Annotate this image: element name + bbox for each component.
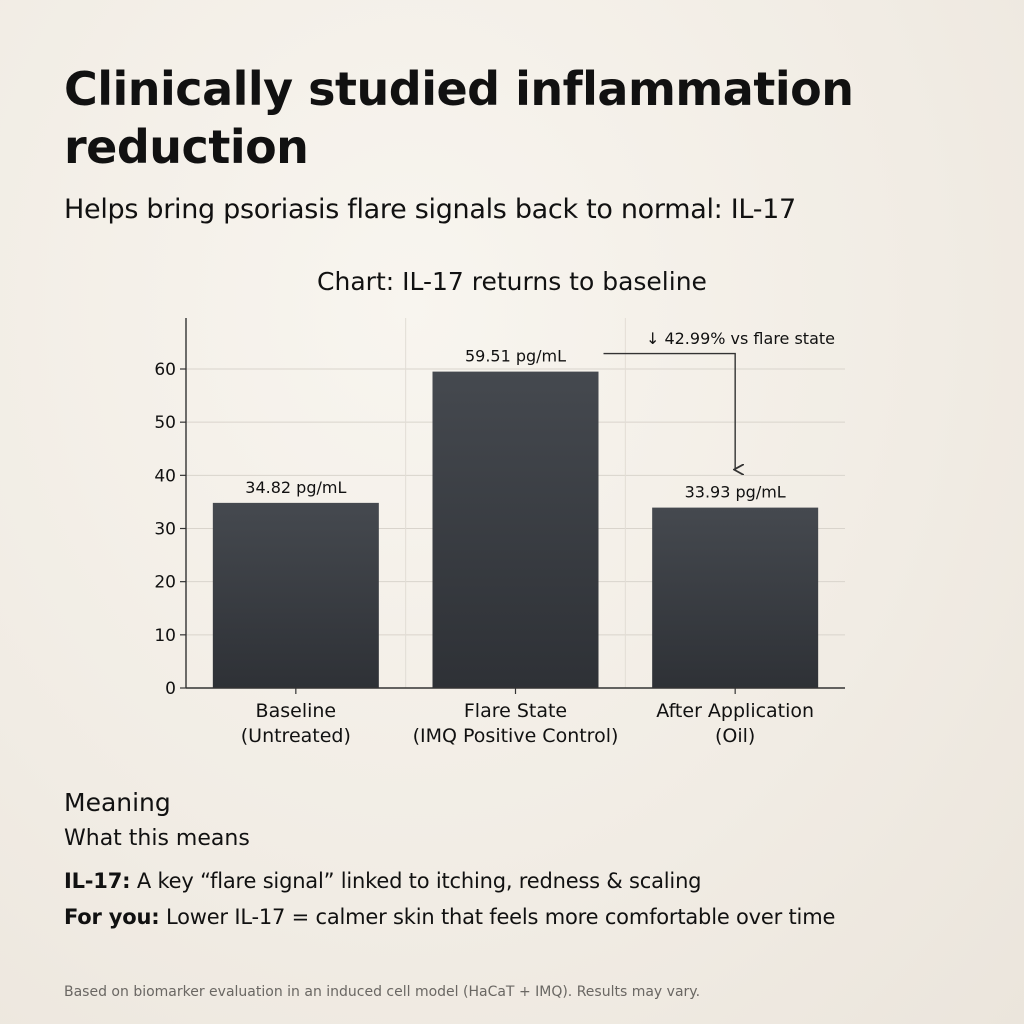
y-tick-label: 60 bbox=[154, 360, 176, 380]
y-tick-label: 30 bbox=[154, 520, 176, 540]
data-label: 59.51 pg/mL bbox=[465, 347, 566, 366]
y-tick-label: 10 bbox=[154, 626, 176, 646]
x-tick-label: (IMQ Positive Control) bbox=[413, 725, 619, 747]
page-title: Clinically studied inflammation reductio… bbox=[64, 62, 854, 174]
bar bbox=[212, 502, 379, 688]
y-tick-label: 0 bbox=[165, 679, 176, 699]
chart-title: Chart: IL-17 returns to baseline bbox=[317, 267, 707, 296]
x-tick-label: Flare State bbox=[464, 700, 567, 722]
x-tick-label: Baseline bbox=[256, 700, 337, 722]
meaning-line-il17: IL-17: A key “flare signal” linked to it… bbox=[64, 869, 702, 893]
annotation-arrow bbox=[603, 352, 736, 470]
x-tick-label: (Oil) bbox=[715, 725, 755, 747]
meaning-label: IL-17: bbox=[64, 869, 131, 893]
y-tick-label: 40 bbox=[154, 466, 176, 486]
x-tick-label: (Untreated) bbox=[241, 725, 351, 747]
y-tick-label: 20 bbox=[154, 573, 176, 593]
meaning-heading: Meaning bbox=[64, 788, 171, 817]
meaning-line-for-you: For you: Lower IL-17 = calmer skin that … bbox=[64, 905, 835, 929]
bar bbox=[432, 371, 599, 688]
bar bbox=[652, 507, 819, 688]
x-tick-label: After Application bbox=[656, 700, 814, 722]
page-subtitle: Helps bring psoriasis flare signals back… bbox=[64, 194, 796, 225]
y-tick-label: 50 bbox=[154, 413, 176, 433]
meaning-subheading: What this means bbox=[64, 826, 250, 851]
meaning-label: For you: bbox=[64, 905, 160, 929]
meaning-text: Lower IL-17 = calmer skin that feels mor… bbox=[159, 905, 836, 929]
data-label: 34.82 pg/mL bbox=[245, 478, 346, 497]
footnote: Based on biomarker evaluation in an indu… bbox=[64, 984, 701, 1000]
annotation-label: ↓ 42.99% vs flare state bbox=[646, 329, 835, 348]
meaning-text: A key “flare signal” linked to itching, … bbox=[130, 869, 702, 893]
data-label: 33.93 pg/mL bbox=[685, 483, 786, 502]
